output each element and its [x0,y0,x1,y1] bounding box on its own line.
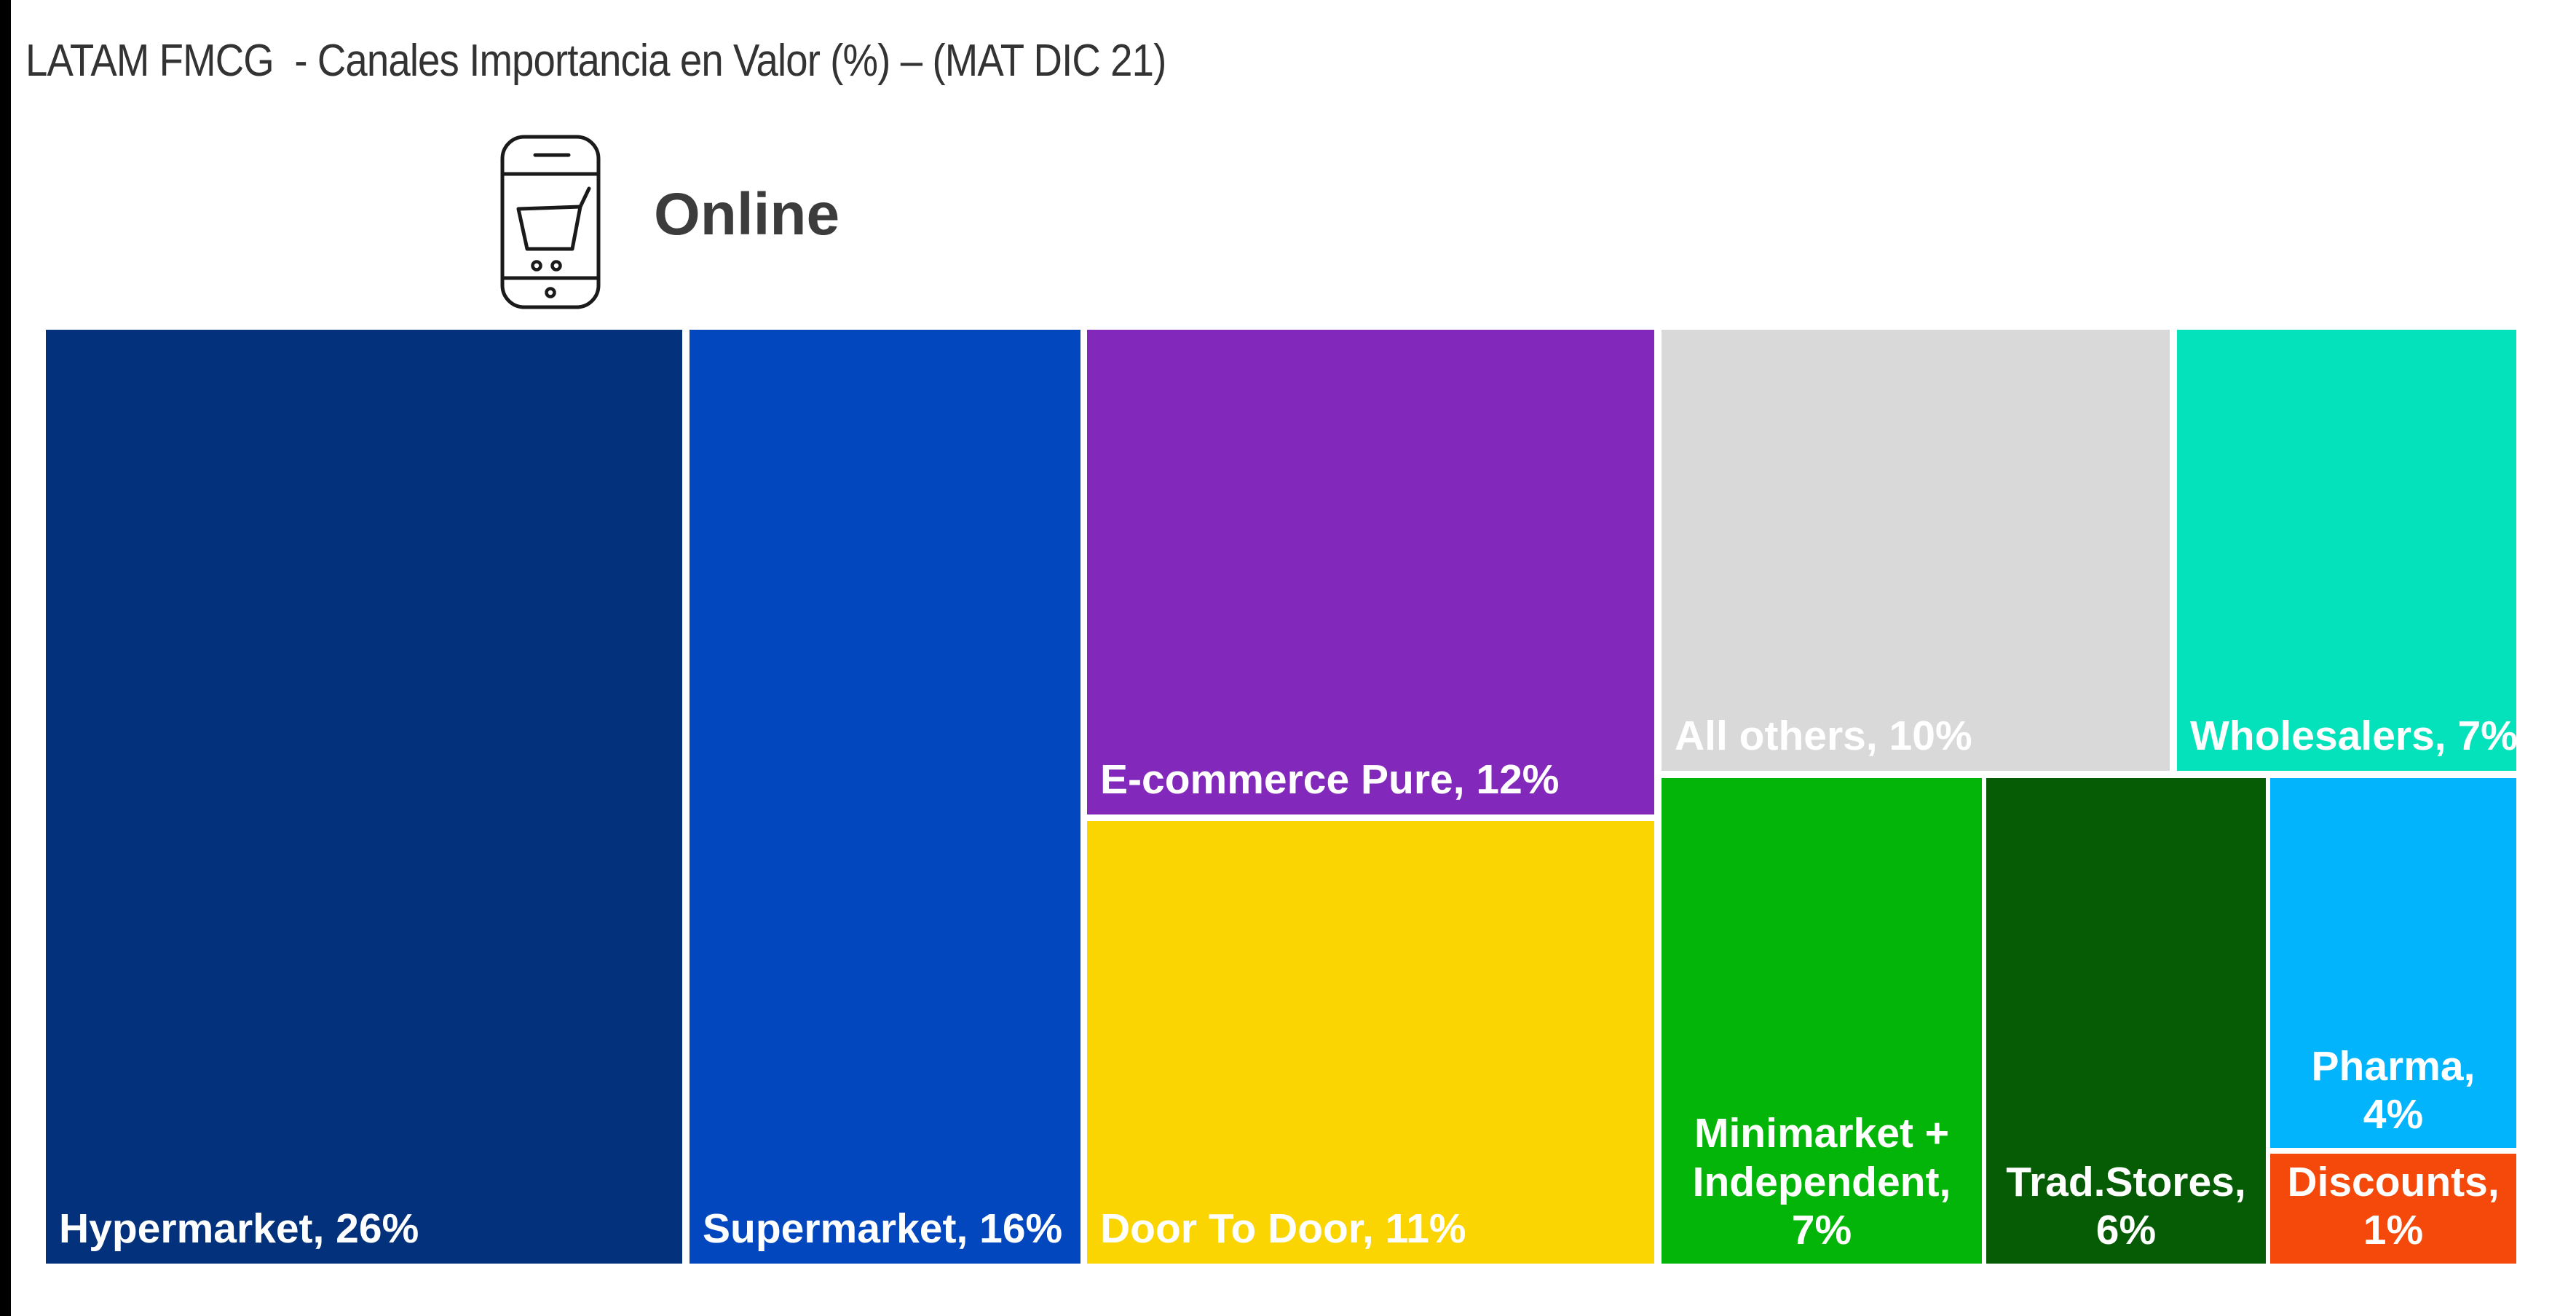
treemap-tile-label-door-to-door: Door To Door, 11% [1100,1205,1466,1253]
treemap-tile-label-hypermarket: Hypermarket, 26% [59,1205,419,1253]
treemap-tile-label-wholesalers: Wholesalers, 7% [2190,713,2518,760]
treemap-tile-discounts: Discounts, 1% [2270,1154,2516,1264]
treemap-tile-e-commerce-pure: E-commerce Pure, 12% [1087,330,1654,814]
screen-left-edge-bar [0,0,11,1316]
phone-shopping-cart-icon [500,135,601,309]
treemap-tile-all-others: All others, 10% [1662,330,2170,771]
online-section-label: Online [654,181,840,247]
treemap-tile-label-supermarket: Supermarket, 16% [703,1205,1063,1253]
chart-title: LATAM FMCG - Canales Importancia en Valo… [25,36,1166,86]
treemap-tile-label-minimarket-independent: Minimarket + Independent, 7% [1692,1109,1951,1254]
treemap-tile-trad-stores: Trad.Stores, 6% [1986,778,2266,1264]
treemap-tile-wholesalers: Wholesalers, 7% [2177,330,2518,771]
treemap-tile-label-all-others: All others, 10% [1675,713,1972,760]
treemap-tile-label-trad-stores: Trad.Stores, 6% [2006,1158,2246,1254]
treemap-tile-door-to-door: Door To Door, 11% [1087,821,1654,1264]
treemap-tile-label-e-commerce-pure: E-commerce Pure, 12% [1100,756,1560,804]
treemap-tile-pharma: Pharma, 4% [2270,778,2516,1148]
treemap-tile-label-pharma: Pharma, 4% [2311,1042,2476,1138]
treemap-tile-hypermarket: Hypermarket, 26% [46,330,682,1264]
treemap-tile-label-discounts: Discounts, 1% [2287,1158,2500,1254]
treemap-tile-minimarket-independent: Minimarket + Independent, 7% [1662,778,1982,1264]
treemap-tile-supermarket: Supermarket, 16% [690,330,1080,1264]
